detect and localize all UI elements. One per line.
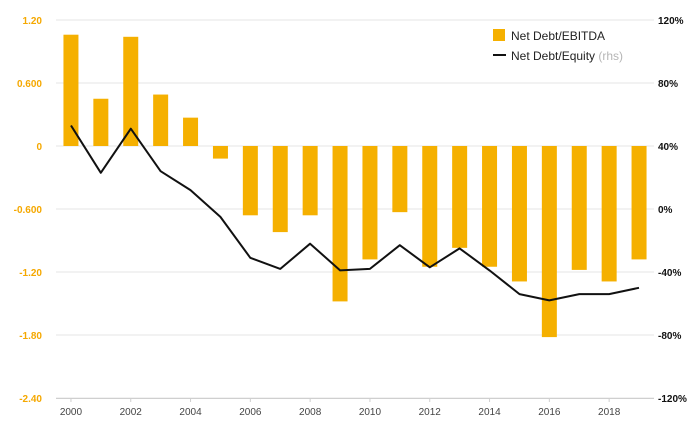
legend-label-bar: Net Debt/EBITDA [511,29,605,43]
y-left-tick-label: -2.40 [19,394,42,405]
y-left-tick-label: -1.20 [19,268,42,279]
bar [183,117,199,146]
bar [63,34,79,147]
y-right-tick-label: -120% [658,394,687,405]
y-left-tick-label: 1.20 [23,16,43,27]
legend-label-line-suffix: (rhs) [598,49,623,63]
bar [272,146,288,233]
gridlines [56,19,654,399]
bar [541,146,557,338]
x-tick-label: 2014 [478,407,501,418]
bar [482,146,498,267]
y-right-tick-label: -40% [658,268,681,279]
legend-label-line: Net Debt/Equity (rhs) [511,49,623,63]
series-line [70,124,640,302]
y-right-tick-label: 0% [658,205,673,216]
x-tick-label: 2008 [299,407,322,418]
x-tick-label: 2002 [120,407,143,418]
y-left-tick-label: 0.600 [17,79,42,90]
bar [362,146,378,260]
bar [631,146,647,260]
bar [571,146,587,270]
x-tick-label: 2000 [60,407,83,418]
bar [302,146,318,216]
bar [452,146,468,248]
bar [123,36,139,146]
bar [212,146,228,159]
bar [332,146,348,302]
x-tick-label: 2010 [359,407,382,418]
y-left-tick-label: -1.80 [19,331,42,342]
y-left-tick-label: 0 [36,142,42,153]
legend: Net Debt/EBITDA Net Debt/Equity (rhs) [493,29,623,63]
line-series [70,124,640,302]
x-tick-label: 2004 [179,407,202,418]
bar [153,94,169,146]
bar [242,146,258,216]
x-tick-label: 2016 [538,407,561,418]
bar [422,146,438,267]
x-tick-label: 2018 [598,407,621,418]
y-right-tick-label: 40% [658,142,678,153]
bar [93,98,109,146]
legend-swatch-bar [493,29,505,41]
y-right-tick-label: 120% [658,16,684,27]
y-right-tick-label: -80% [658,331,681,342]
bar [511,146,527,282]
x-tick-label: 2012 [419,407,442,418]
legend-label-line-name: Net Debt/Equity [511,49,595,63]
bar [601,146,617,282]
y-right-tick-label: 80% [658,79,678,90]
bar [392,146,408,213]
x-tick-label: 2006 [239,407,262,418]
axes: 1.20 120% 0.600 80% 0 40% -0.600 0% -1.20 -40% -1.… [14,16,687,418]
y-left-tick-label: -0.600 [14,205,43,216]
bars [63,34,647,338]
